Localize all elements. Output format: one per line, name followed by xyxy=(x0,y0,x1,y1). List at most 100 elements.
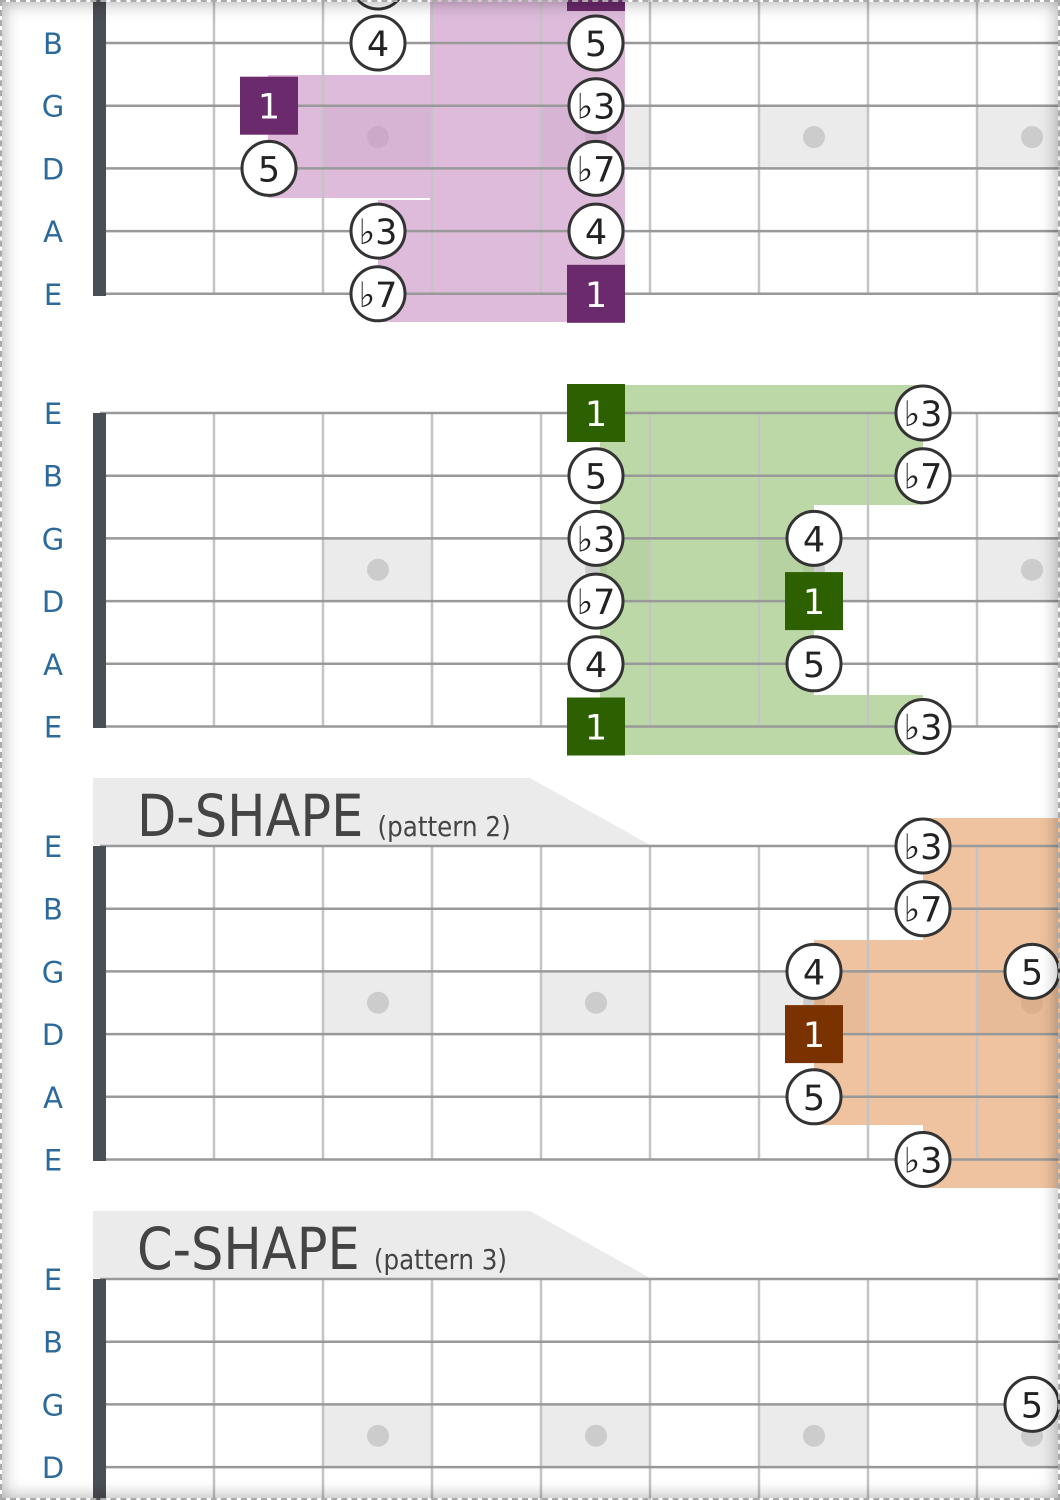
note-label: ♭3 xyxy=(904,1142,943,1182)
note-label: ♭7 xyxy=(577,150,616,190)
note xyxy=(567,509,625,567)
note-label: ♭7 xyxy=(904,891,943,931)
string-label: E xyxy=(44,278,62,312)
inlay-dot xyxy=(803,126,825,149)
note-label: 1 xyxy=(803,1016,825,1056)
note xyxy=(785,1068,843,1126)
string-label: D xyxy=(42,152,64,186)
inlay-dot xyxy=(367,991,389,1014)
note-label: 1 xyxy=(585,276,607,316)
string-label: D xyxy=(42,1018,64,1052)
note-label: ♭7 xyxy=(359,276,398,316)
string-label: B xyxy=(43,1326,63,1360)
string-label: G xyxy=(42,522,64,556)
note-label: 1 xyxy=(585,395,607,435)
note xyxy=(567,635,625,693)
string-label: E xyxy=(44,1263,62,1297)
note-label: ♭3 xyxy=(359,213,398,253)
root-partial xyxy=(567,0,625,11)
note-label: 4 xyxy=(803,953,825,993)
note xyxy=(567,572,625,630)
nut xyxy=(93,1279,106,1500)
note xyxy=(349,14,407,72)
shape-tab xyxy=(93,1211,650,1278)
note-label: 1 xyxy=(585,709,607,749)
string-label: G xyxy=(42,955,64,989)
string-label: E xyxy=(44,711,62,745)
string-label: A xyxy=(43,215,63,249)
inlay-cell xyxy=(977,105,1060,169)
nut xyxy=(93,846,106,1161)
note xyxy=(567,14,625,72)
root-note xyxy=(785,1005,843,1064)
note xyxy=(894,698,952,755)
inlay-dot xyxy=(803,1424,825,1447)
inlay-dot xyxy=(367,558,389,581)
string-label: G xyxy=(42,1388,64,1422)
note-label: ♭3 xyxy=(904,828,943,868)
string-label: G xyxy=(42,90,64,124)
note-label: 5 xyxy=(1021,953,1043,993)
note xyxy=(894,1131,952,1188)
note xyxy=(894,384,952,442)
note-label: 1 xyxy=(803,583,825,623)
note-label: 4 xyxy=(367,25,389,65)
root-note xyxy=(567,384,625,442)
note xyxy=(785,635,843,693)
note-label: 4 xyxy=(585,213,607,253)
title-text: D-SHAPE xyxy=(137,782,363,850)
note-label: ♭3 xyxy=(577,88,616,128)
note-label: 5 xyxy=(803,646,825,686)
string-label: A xyxy=(43,1081,63,1115)
note xyxy=(894,880,952,938)
string-label: B xyxy=(43,27,63,61)
inlay-cell xyxy=(977,538,1060,602)
note xyxy=(894,817,952,875)
inlay-dot xyxy=(367,1424,389,1447)
note-partial xyxy=(355,0,401,11)
inlay-dot xyxy=(585,1424,607,1447)
root-note xyxy=(785,572,843,631)
inlay-dot xyxy=(1021,558,1043,581)
shape-title: C-SHAPE (pattern 3) xyxy=(137,1215,507,1283)
note xyxy=(349,202,407,260)
string-label: E xyxy=(44,1144,62,1178)
root-note xyxy=(567,264,625,323)
subtitle-text: (pattern 3) xyxy=(374,1245,507,1277)
inlay-dot xyxy=(1021,126,1043,149)
note-label: 5 xyxy=(803,1079,825,1119)
note xyxy=(567,202,625,260)
string-label: D xyxy=(42,1451,64,1485)
shape-title: D-SHAPE (pattern 2) xyxy=(137,782,511,850)
note-label: 4 xyxy=(585,646,607,686)
title-text: C-SHAPE xyxy=(137,1215,360,1283)
note-label: 1 xyxy=(258,88,280,128)
note-label: ♭3 xyxy=(904,395,943,435)
string-label: D xyxy=(42,585,64,619)
note xyxy=(785,509,843,567)
string-label: E xyxy=(44,830,62,864)
inlay-dot xyxy=(585,991,607,1014)
pattern-shade xyxy=(600,695,923,755)
string-label: B xyxy=(43,460,63,494)
note-label: 4 xyxy=(803,520,825,560)
subtitle-text: (pattern 2) xyxy=(378,812,511,844)
note-label: 5 xyxy=(585,458,607,498)
note xyxy=(349,265,407,323)
note-label: ♭3 xyxy=(577,520,616,560)
pattern-shade xyxy=(923,818,1060,1188)
nut xyxy=(93,0,106,296)
root-note xyxy=(240,76,298,135)
note-label: ♭3 xyxy=(904,709,943,749)
string-label: E xyxy=(44,397,62,431)
note xyxy=(894,447,952,505)
note xyxy=(240,139,298,197)
note-label: ♭7 xyxy=(904,458,943,498)
shape-tab xyxy=(93,778,650,845)
note-label: ♭7 xyxy=(577,583,616,623)
note-label: 5 xyxy=(585,25,607,65)
note-label: 5 xyxy=(1021,1386,1043,1426)
string-label: A xyxy=(43,648,63,682)
